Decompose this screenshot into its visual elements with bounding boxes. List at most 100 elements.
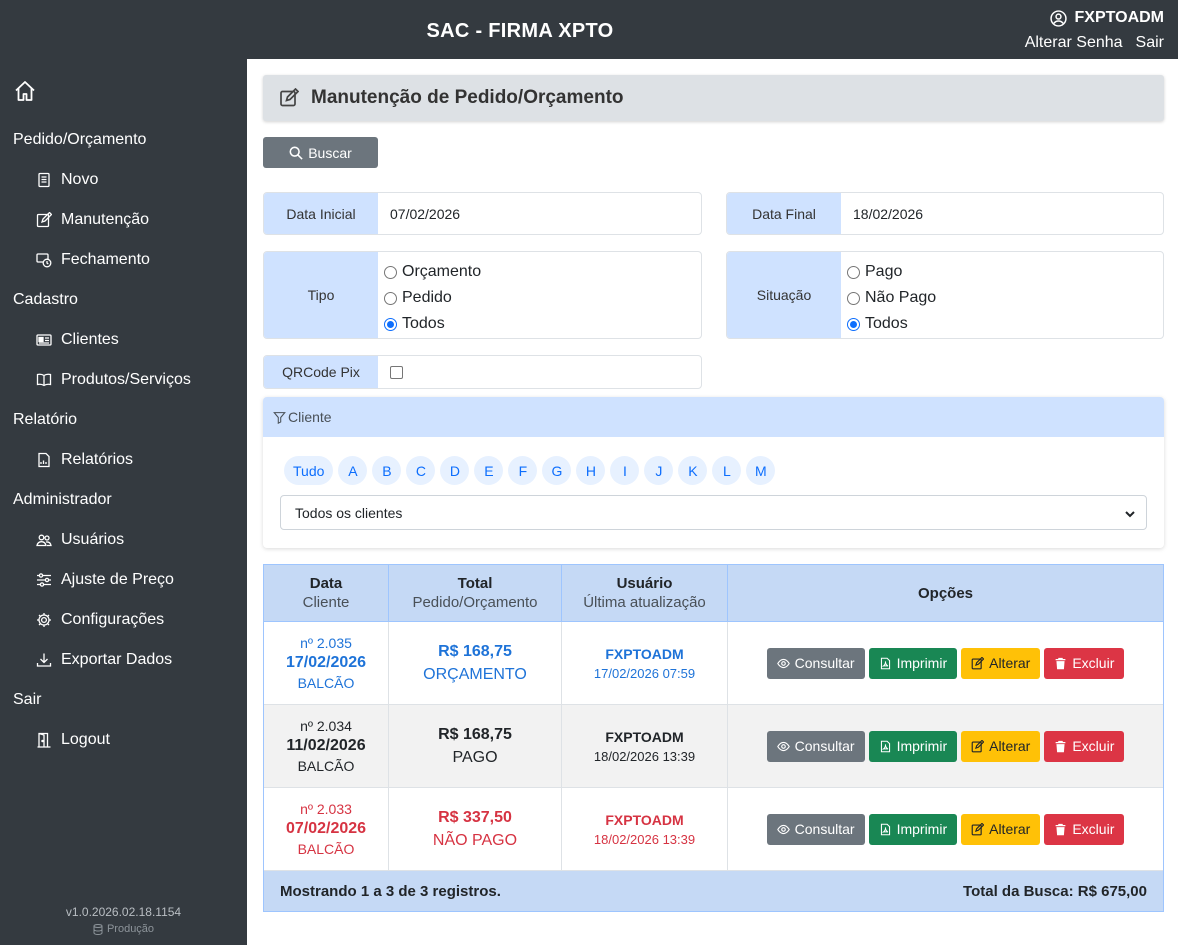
header-title: Total <box>457 575 493 592</box>
sidebar-item-label: Ajuste de Preço <box>61 571 174 588</box>
view-button[interactable]: Consultar <box>766 730 865 762</box>
header-title: Data <box>309 575 343 592</box>
column-header-opcoes: Opções <box>728 565 1163 621</box>
eye-icon <box>776 658 790 668</box>
page-title: Manutenção de Pedido/Orçamento <box>311 87 624 108</box>
view-button[interactable]: Consultar <box>766 647 865 679</box>
edit-icon <box>971 656 985 669</box>
letter-button-l[interactable]: L <box>712 456 742 485</box>
radio-button[interactable] <box>847 265 860 279</box>
sidebar-section-relatorio: Relatório <box>13 411 78 428</box>
sidebar-item-label: Logout <box>61 731 110 748</box>
edit-button[interactable]: Alterar <box>961 813 1041 845</box>
print-button[interactable]: Imprimir <box>868 730 958 762</box>
print-button[interactable]: Imprimir <box>868 813 958 845</box>
sidebar-item-usuarios[interactable]: Usuários <box>36 531 124 549</box>
radio-label: Pedido <box>402 289 452 306</box>
header-title: Usuário <box>616 575 673 592</box>
search-total: Total da Busca: R$ 675,00 <box>963 882 1147 900</box>
radio-button[interactable] <box>847 291 860 305</box>
table-row: nº 2.035 17/02/2026 BALCÃO R$ 168,75 ORÇAME… <box>264 622 1163 705</box>
client-select[interactable]: Todos os clientes <box>280 495 1147 530</box>
logout-link[interactable]: Sair <box>1135 34 1164 51</box>
main-content: Manutenção de Pedido/Orçamento Buscar Da… <box>247 59 1178 945</box>
letter-button-h[interactable]: H <box>576 456 606 485</box>
cash-icon <box>36 253 52 268</box>
status-option-nao-pago[interactable]: Não Pago <box>847 285 1163 311</box>
order-client: BALCÃO <box>297 758 355 774</box>
sidebar-item-logout[interactable]: Logout <box>36 731 110 749</box>
letter-button-a[interactable]: A <box>338 456 368 485</box>
letter-button-k[interactable]: K <box>678 456 708 485</box>
edit-button[interactable]: Alterar <box>961 730 1041 762</box>
chevron-down-icon <box>1125 511 1135 518</box>
end-date-label: Data Final <box>727 193 841 234</box>
qrcode-group: QRCode Pix <box>263 355 702 389</box>
sidebar-item-exportar[interactable]: Exportar Dados <box>36 651 172 669</box>
row-actions: Consultar Imprimir Alterar Excluir <box>728 622 1163 704</box>
start-date-group: Data Inicial 07/02/2026 <box>263 192 702 235</box>
sidebar-item-produtos[interactable]: Produtos/Serviços <box>36 371 191 389</box>
trash-icon <box>1055 823 1066 835</box>
delete-button[interactable]: Excluir <box>1044 813 1125 845</box>
button-label: Consultar <box>794 738 855 754</box>
radio-button[interactable] <box>384 265 397 279</box>
letter-button-e[interactable]: E <box>474 456 504 485</box>
user-circle-icon <box>1049 9 1067 27</box>
delete-button[interactable]: Excluir <box>1044 647 1125 679</box>
order-number: nº 2.034 <box>300 718 352 734</box>
sidebar-item-label: Relatórios <box>61 451 134 468</box>
end-date-input[interactable]: 18/02/2026 <box>853 205 924 222</box>
letter-button-b[interactable]: B <box>372 456 402 485</box>
status-option-todos[interactable]: Todos <box>847 311 1163 337</box>
column-header-total: Total Pedido/Orçamento <box>389 565 562 621</box>
letter-button-j[interactable]: J <box>644 456 674 485</box>
button-label: Imprimir <box>896 655 948 671</box>
radio-label: Orçamento <box>402 263 482 280</box>
status-group: Situação Pago Não Pago Todos <box>726 251 1164 339</box>
sidebar-item-manutencao[interactable]: Manutenção <box>36 211 149 229</box>
radio-button[interactable] <box>384 291 397 305</box>
letter-button-tudo[interactable]: Tudo <box>284 456 334 485</box>
status-option-pago[interactable]: Pago <box>847 259 1163 285</box>
letter-button-g[interactable]: G <box>542 456 572 485</box>
type-option-todos[interactable]: Todos <box>384 311 701 337</box>
column-header-data: Data Cliente <box>264 565 389 621</box>
type-option-pedido[interactable]: Pedido <box>384 285 701 311</box>
download-icon <box>36 653 52 667</box>
search-button-label: Buscar <box>308 144 352 161</box>
edit-button[interactable]: Alterar <box>961 647 1041 679</box>
sidebar-item-ajuste-preco[interactable]: Ajuste de Preço <box>36 571 174 589</box>
start-date-input[interactable]: 07/02/2026 <box>390 205 461 222</box>
sidebar-item-novo[interactable]: Novo <box>36 171 98 189</box>
records-summary: Mostrando 1 a 3 de 3 registros. <box>280 882 501 900</box>
letter-button-i[interactable]: I <box>610 456 640 485</box>
change-password-link[interactable]: Alterar Senha <box>1024 34 1123 51</box>
search-button[interactable]: Buscar <box>263 137 378 168</box>
letter-button-d[interactable]: D <box>440 456 470 485</box>
qrcode-checkbox[interactable] <box>390 365 403 379</box>
sidebar-item-fechamento[interactable]: Fechamento <box>36 251 150 269</box>
sidebar-item-configuracoes[interactable]: Configurações <box>36 611 164 629</box>
letter-button-c[interactable]: C <box>406 456 436 485</box>
user-menu[interactable]: FXPTOADM <box>1049 9 1164 27</box>
environment-label: Produção <box>0 923 247 935</box>
top-bar: SAC - FIRMA XPTO FXPTOADM Alterar Senha … <box>0 0 1178 59</box>
home-icon[interactable] <box>13 79 37 103</box>
type-option-orcamento[interactable]: Orçamento <box>384 259 701 285</box>
database-icon <box>93 923 103 935</box>
sidebar-item-relatorios[interactable]: Relatórios <box>36 451 133 469</box>
eye-icon <box>776 824 790 834</box>
view-button[interactable]: Consultar <box>766 813 865 845</box>
radio-button-selected[interactable] <box>847 317 860 331</box>
radio-button-selected[interactable] <box>384 317 397 331</box>
environment-text: Produção <box>106 923 155 935</box>
radio-label: Todos <box>865 315 908 332</box>
sidebar-item-clientes[interactable]: Clientes <box>36 331 119 349</box>
table-footer: Mostrando 1 a 3 de 3 registros. Total da… <box>264 871 1163 911</box>
letter-button-m[interactable]: M <box>746 456 776 485</box>
radio-label: Não Pago <box>865 289 937 306</box>
letter-button-f[interactable]: F <box>508 456 538 485</box>
print-button[interactable]: Imprimir <box>868 647 958 679</box>
delete-button[interactable]: Excluir <box>1044 730 1125 762</box>
